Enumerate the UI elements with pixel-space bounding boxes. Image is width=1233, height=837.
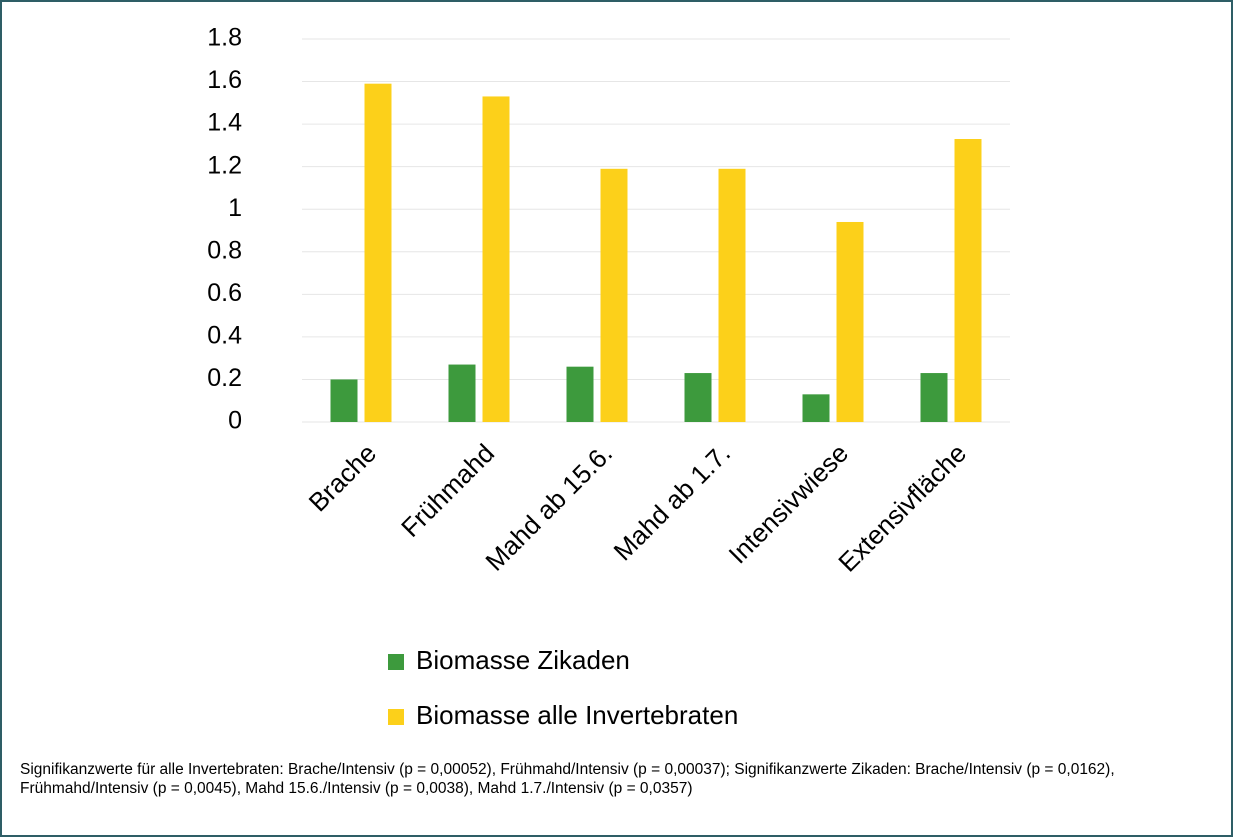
x-tick-label: Intensivwiese [723, 438, 855, 570]
x-tick-label: Brache [303, 438, 382, 517]
bar [802, 394, 830, 422]
bar [836, 221, 864, 422]
legend-label: Biomasse alle Invertebraten [416, 700, 738, 730]
y-tick-label: 1 [228, 194, 242, 222]
legend-label: Biomasse Zikaden [416, 645, 630, 675]
y-tick-label: 1.4 [207, 109, 242, 137]
bar [718, 168, 746, 422]
x-tick-label: Mahd ab 1.7. [608, 438, 737, 567]
y-tick-label: 0.2 [207, 364, 242, 392]
legend-swatch [388, 654, 404, 670]
y-tick-label: 0.8 [207, 236, 242, 264]
bar [600, 168, 628, 422]
bar [448, 364, 476, 422]
bar [364, 83, 392, 422]
y-tick-label: 1.8 [207, 24, 242, 52]
y-tick-label: 0.6 [207, 279, 242, 307]
bar [482, 96, 510, 422]
bar [920, 373, 948, 422]
y-tick-label: 1.2 [207, 151, 242, 179]
y-tick-label: 0 [228, 407, 242, 435]
x-tick-label: Frühmahd [395, 438, 500, 543]
bar [566, 366, 594, 422]
bar [684, 373, 712, 422]
bar [954, 139, 982, 422]
y-tick-label: 1.6 [207, 66, 242, 94]
caption: Signifikanzwerte für alle Invertebraten:… [20, 761, 1115, 797]
legend-swatch [388, 709, 404, 725]
bar [330, 379, 358, 422]
x-tick-label: Mahd ab 15.6. [479, 438, 618, 577]
y-tick-label: 0.4 [207, 321, 242, 349]
